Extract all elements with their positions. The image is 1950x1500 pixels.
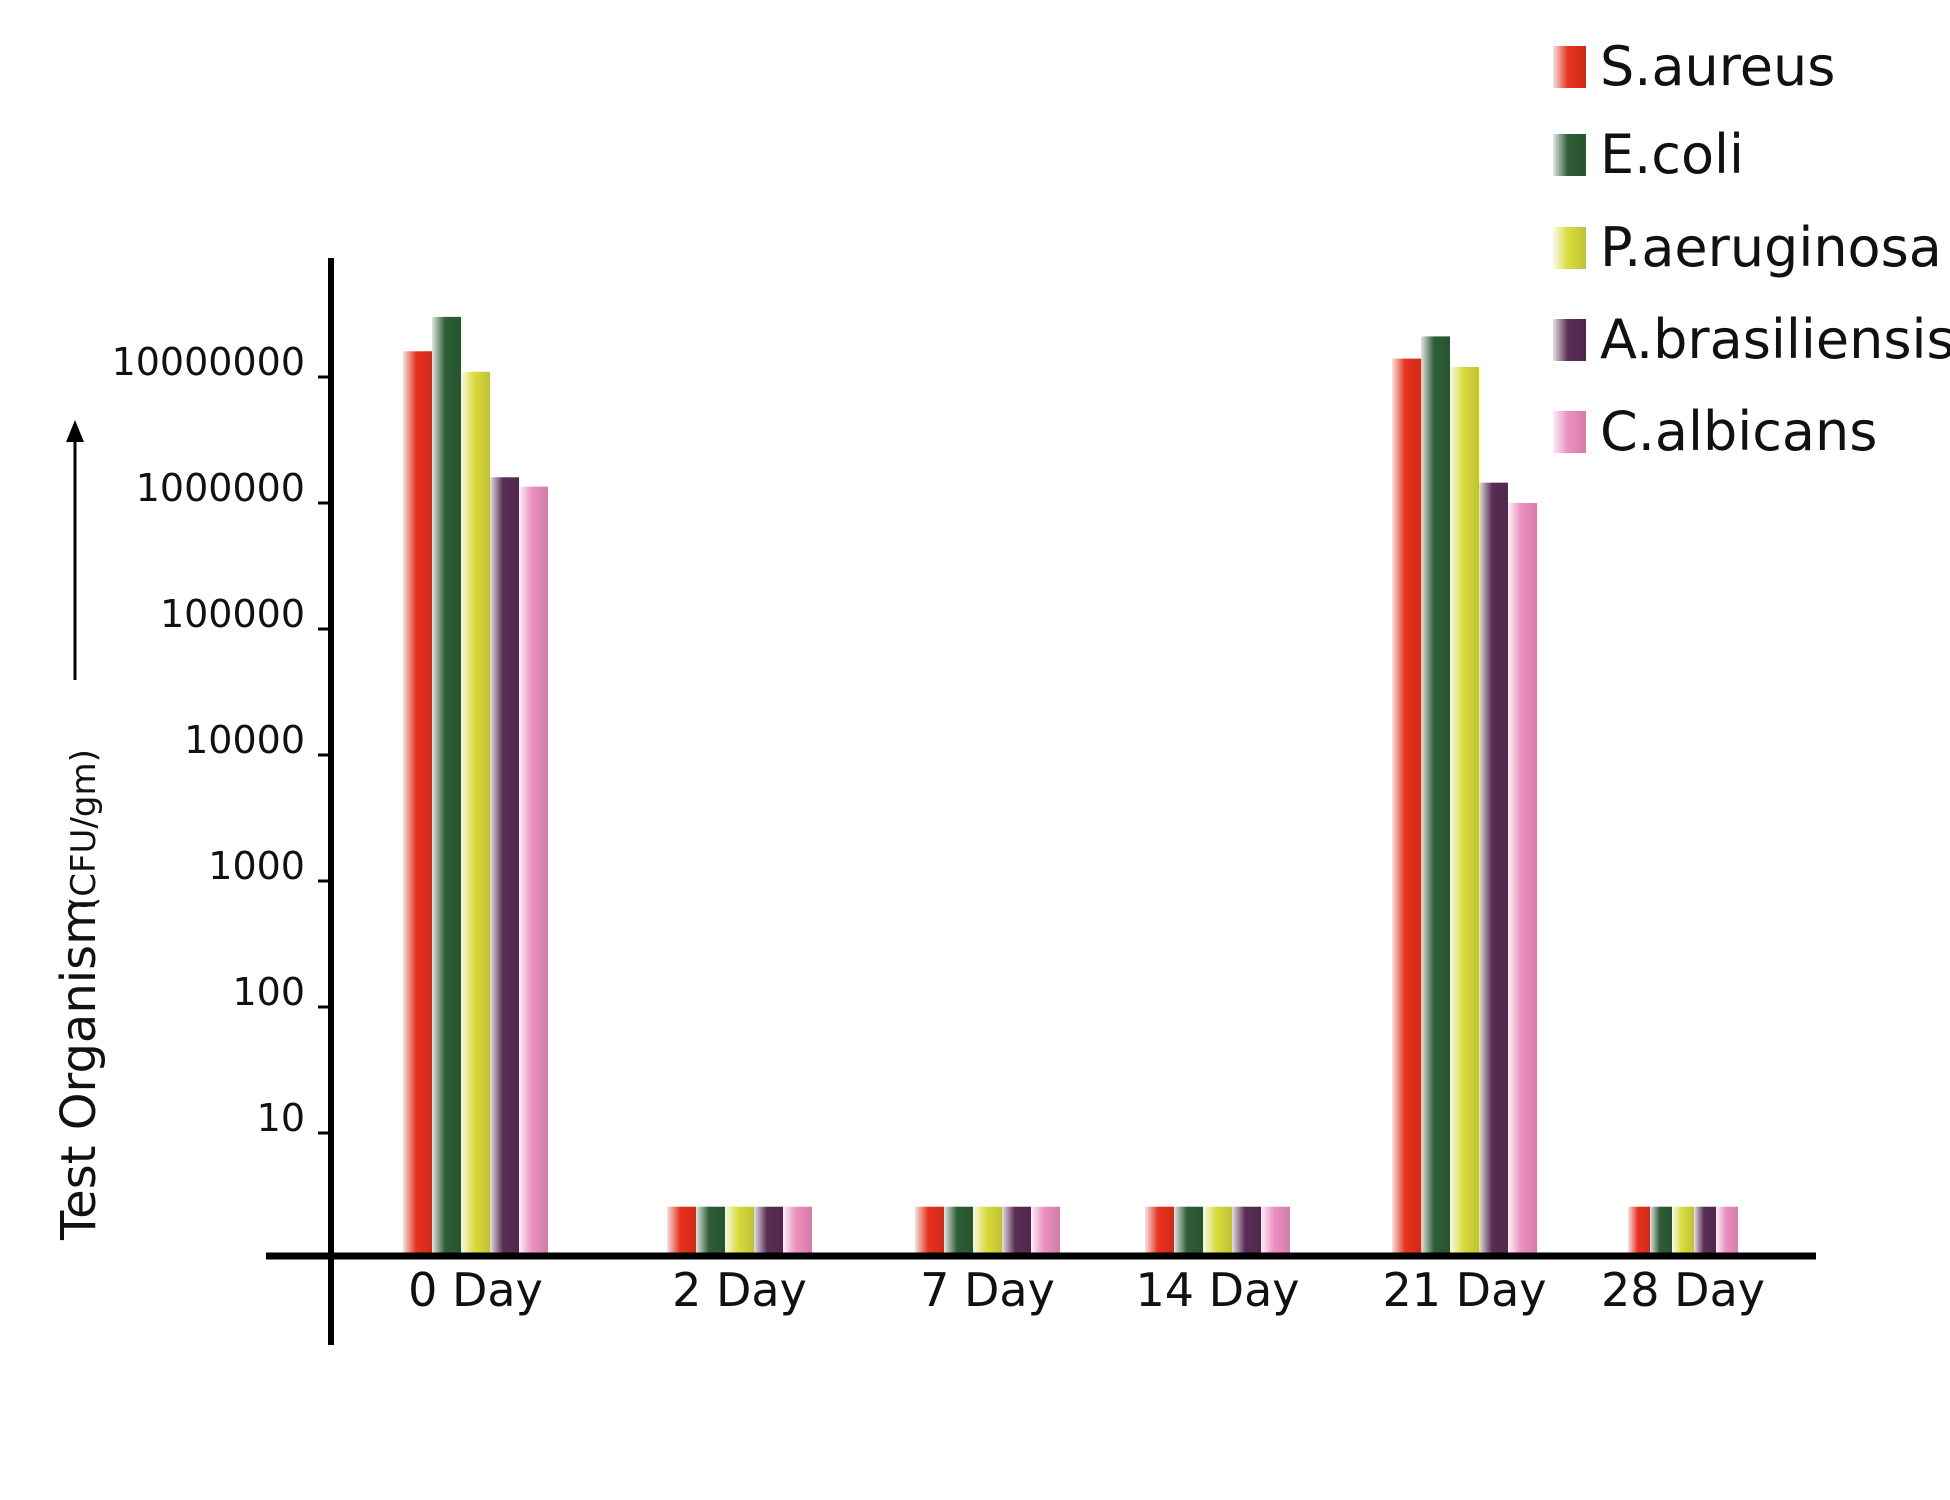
y-tick-label: 10000 xyxy=(184,718,305,762)
bar xyxy=(490,477,519,1256)
bar xyxy=(754,1206,783,1256)
legend-label: C.albicans xyxy=(1600,400,1877,463)
bar xyxy=(461,371,490,1256)
bar xyxy=(1031,1206,1060,1256)
bar xyxy=(1672,1206,1694,1256)
legend-label: E.coli xyxy=(1600,123,1744,186)
bar xyxy=(1716,1206,1738,1256)
bar xyxy=(1203,1206,1232,1256)
legend-label: S.aureus xyxy=(1600,35,1835,98)
bar xyxy=(1145,1206,1174,1256)
y-tick-label: 10000000 xyxy=(112,340,305,384)
x-category-label: 0 Day xyxy=(408,1263,543,1317)
bar xyxy=(783,1206,812,1256)
y-axis-title: Test Organism xyxy=(51,898,107,1241)
y-axis-unit: (CFU/gm) xyxy=(64,749,104,910)
y-tick-label: 10 xyxy=(257,1096,305,1140)
bar xyxy=(944,1206,973,1256)
x-category-label: 14 Day xyxy=(1136,1263,1300,1317)
bar xyxy=(1261,1206,1290,1256)
y-tick-label: 1000000 xyxy=(136,466,305,510)
x-category-label: 7 Day xyxy=(920,1263,1055,1317)
bar xyxy=(725,1206,754,1256)
x-category-label: 21 Day xyxy=(1383,1263,1547,1317)
legend-swatch xyxy=(1553,319,1586,361)
legend: S.aureus E.coli P.aeruginosa A.brasiliensis… xyxy=(1553,35,1950,463)
legend-swatch xyxy=(1553,411,1586,453)
bar xyxy=(1174,1206,1203,1256)
y-tick-label: 100 xyxy=(232,970,305,1014)
bar xyxy=(519,486,548,1256)
bar xyxy=(915,1206,944,1256)
y-tick-label: 1000 xyxy=(208,844,305,888)
bar xyxy=(432,316,461,1257)
y-axis-title-group: Test Organism (CFU/gm) xyxy=(51,420,107,1241)
bar xyxy=(403,351,432,1256)
legend-swatch xyxy=(1553,227,1586,269)
bar xyxy=(696,1206,725,1256)
bar xyxy=(667,1206,696,1256)
bar xyxy=(1392,358,1421,1256)
bar xyxy=(1002,1206,1031,1256)
y-tick-label: 100000 xyxy=(160,592,305,636)
bar xyxy=(1508,503,1537,1256)
x-category-label: 28 Day xyxy=(1601,1263,1765,1317)
legend-label: P.aeruginosa xyxy=(1600,216,1942,279)
bar xyxy=(1650,1206,1672,1256)
bar xyxy=(1479,482,1508,1257)
y-axis-arrowhead xyxy=(66,420,84,442)
x-category-labels: 0 Day 2 Day 7 Day 14 Day 21 Day 28 Day xyxy=(408,1263,1765,1317)
axes xyxy=(266,258,1816,1345)
bar xyxy=(1694,1206,1716,1256)
legend-label: A.brasiliensis xyxy=(1600,308,1950,371)
y-ticks: 10 100 1000 10000 100000 1000000 10000000 xyxy=(112,340,331,1140)
x-category-label: 2 Day xyxy=(672,1263,807,1317)
legend-swatch xyxy=(1553,134,1586,176)
bar xyxy=(1421,336,1450,1256)
bar xyxy=(1450,367,1479,1256)
bar xyxy=(1232,1206,1261,1256)
bar xyxy=(973,1206,1002,1256)
bars-layer xyxy=(403,316,1738,1257)
legend-swatch xyxy=(1553,46,1586,88)
bar xyxy=(1628,1206,1650,1256)
